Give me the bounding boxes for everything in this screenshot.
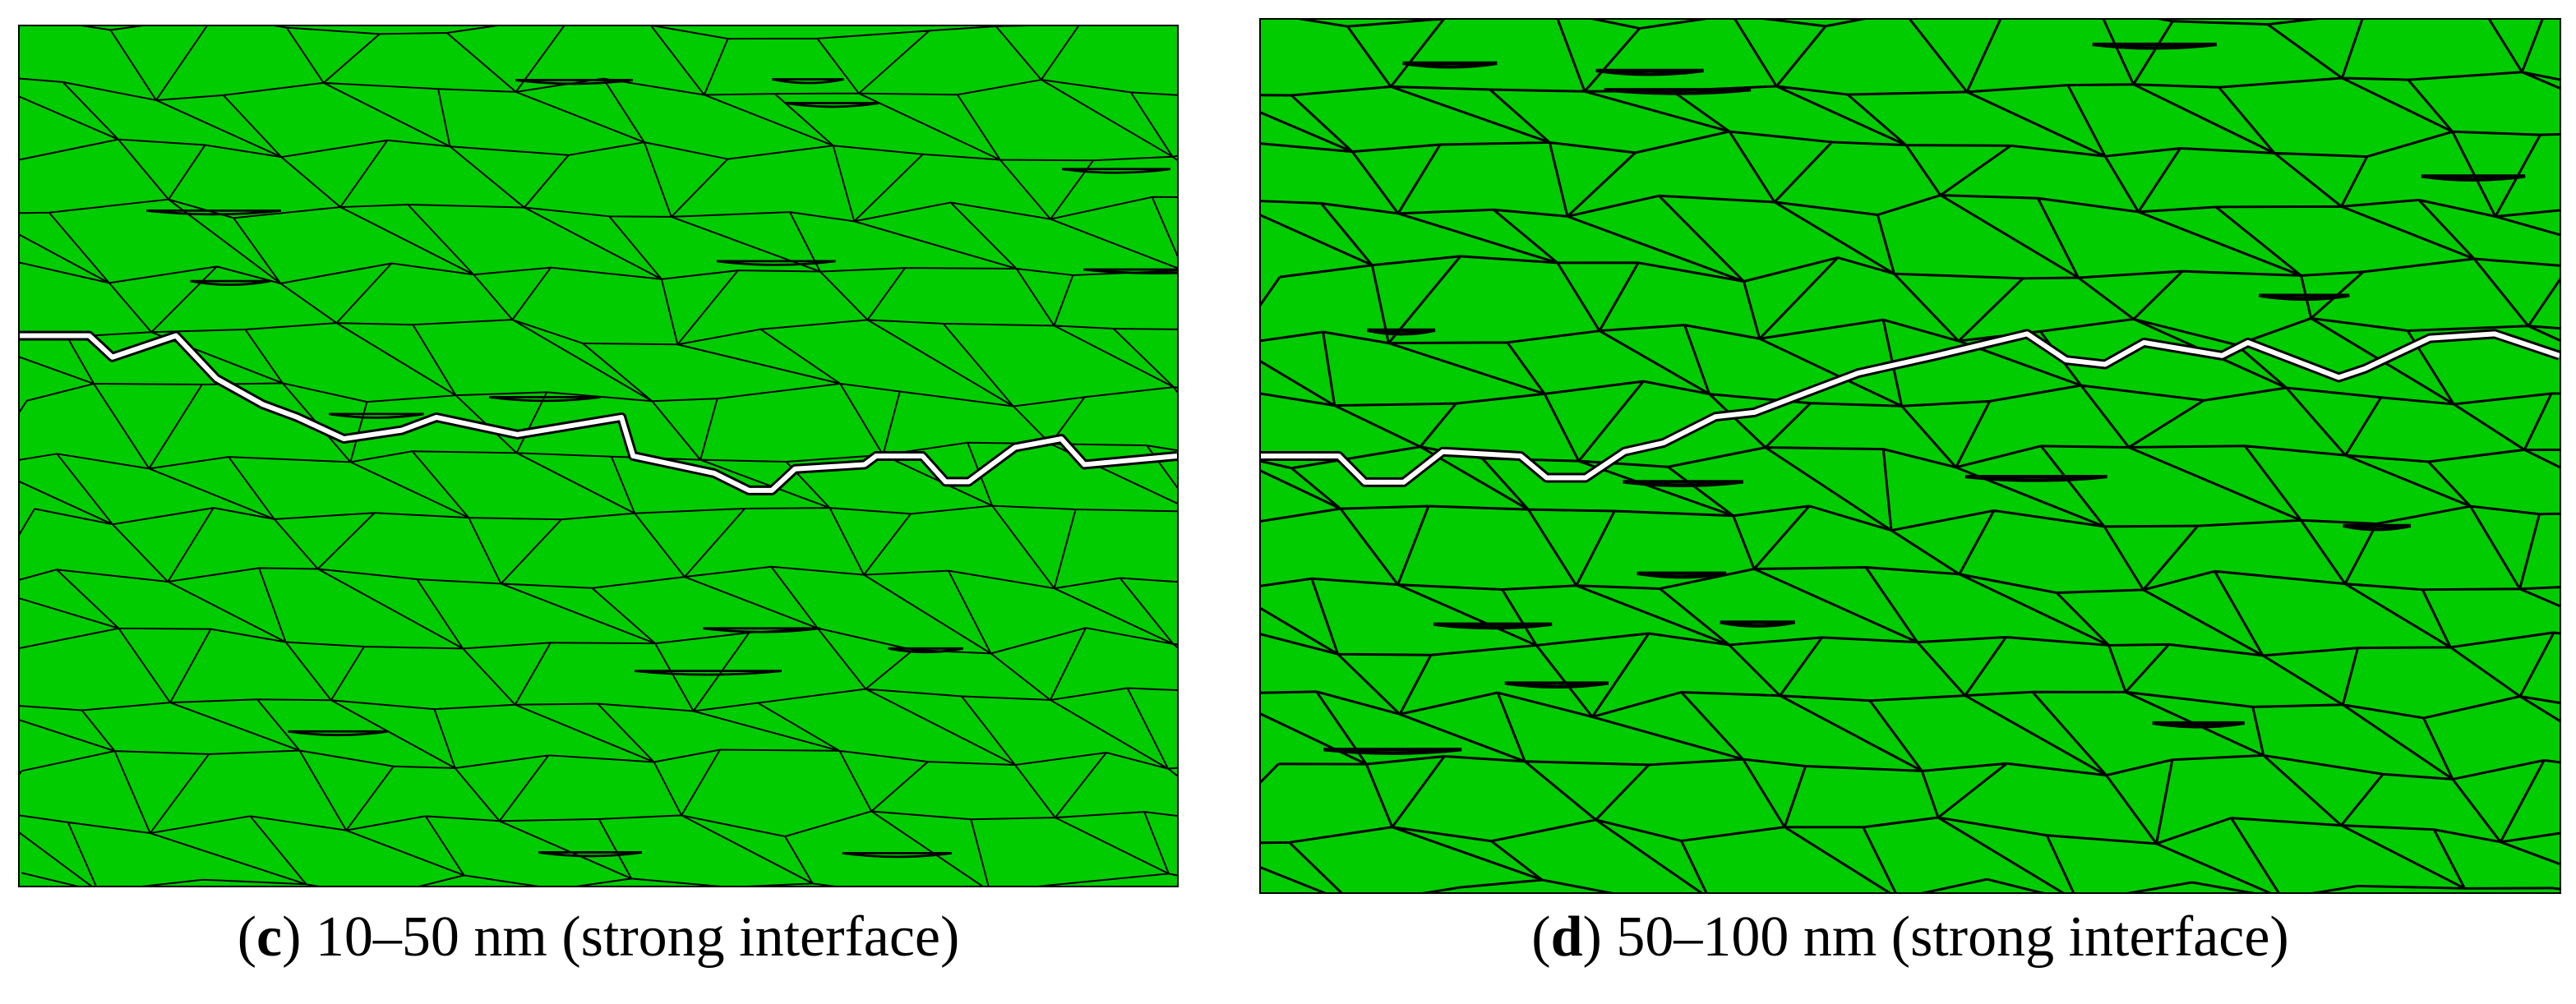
panel-d-caption-letter: d <box>1550 905 1583 969</box>
panel-c-mesh <box>20 26 1177 886</box>
panel-c-caption: (c) 10–50 nm (strong interface) <box>18 900 1179 974</box>
panel-d-caption-open: ( <box>1531 905 1551 969</box>
panel-d-caption: (d) 50–100 nm (strong interface) <box>1259 900 2561 974</box>
panel-d-mesh <box>1261 20 2560 892</box>
panel-c-caption-text: ) 10–50 nm (strong interface) <box>282 905 960 969</box>
panel-c-microstructure <box>18 25 1179 887</box>
panel-d-caption-text: ) 50–100 nm (strong interface) <box>1582 905 2289 969</box>
interface-features <box>146 78 1177 859</box>
panel-c-caption-open: ( <box>237 905 257 969</box>
crack-path <box>20 333 1177 493</box>
panel-d-microstructure <box>1259 18 2561 894</box>
interface-features <box>1323 42 2526 755</box>
panel-c-caption-letter: c <box>256 905 283 969</box>
crack-path <box>1261 331 2560 485</box>
